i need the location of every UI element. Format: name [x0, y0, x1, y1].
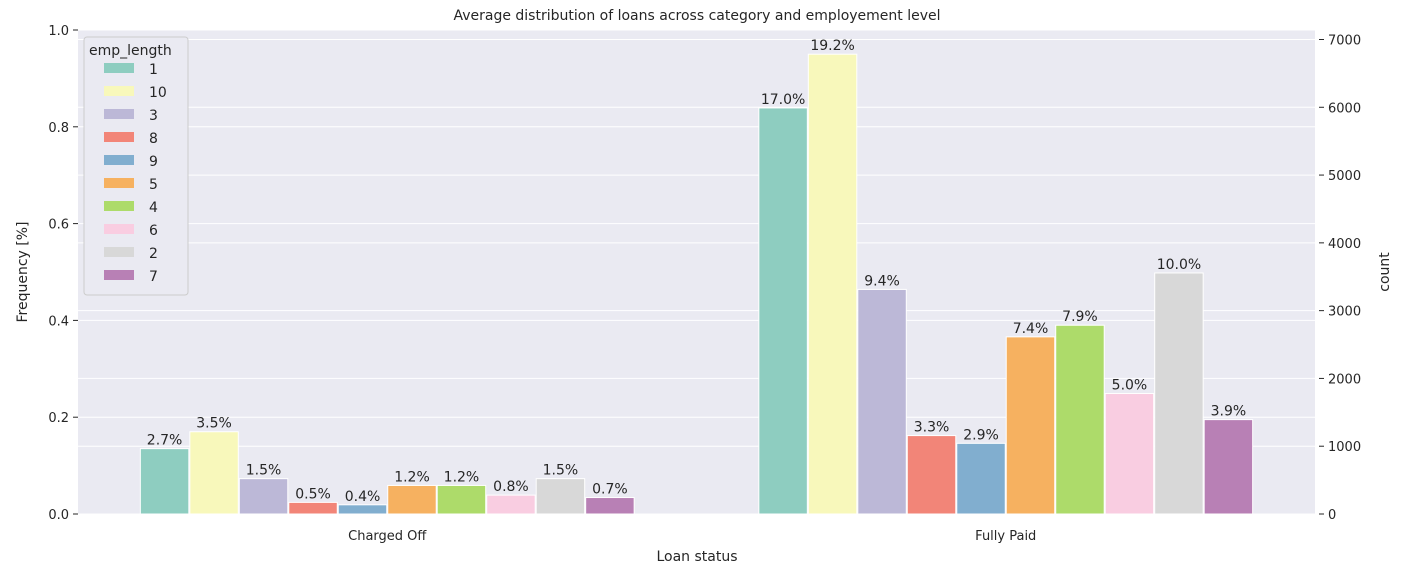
- legend: emp_length 1 10 3 8 9 5 4 6 2 7: [83, 36, 189, 296]
- y-tick-label: 0.2: [48, 411, 69, 426]
- legend-label: 6: [149, 223, 158, 239]
- y-tick-label: 0.8: [48, 121, 69, 136]
- legend-title: emp_length: [89, 43, 172, 59]
- legend-swatch: [104, 247, 134, 257]
- legend-swatch: [104, 270, 134, 280]
- bar-charged-off-emp-5: [387, 484, 437, 515]
- y-right-tick-label: 5000: [1328, 169, 1361, 184]
- axes: 0.0 0.2 0.4 0.6 0.8 1.0 0 1000 2000 3000 4000 5000 6…: [48, 24, 1361, 544]
- y-tick-label: 0.4: [48, 314, 69, 329]
- bar-value-label: 10.0%: [1157, 257, 1201, 273]
- bar-fully-paid-emp-10: [807, 53, 858, 515]
- x-tick-label: Fully Paid: [975, 529, 1036, 544]
- legend-box: [83, 36, 189, 296]
- bar-value-label: 7.4%: [1013, 321, 1049, 337]
- legend-label: 3: [149, 108, 158, 124]
- bar-value-label: 7.9%: [1062, 309, 1098, 325]
- y-right-tick-label: 0: [1328, 508, 1336, 523]
- legend-label: 9: [149, 154, 158, 170]
- legend-swatch: [104, 155, 134, 165]
- bar-value-label: 19.2%: [810, 38, 854, 54]
- bar-charged-off-emp-3: [238, 478, 289, 515]
- bars: [139, 53, 1254, 515]
- bar-value-label: 9.4%: [864, 273, 900, 289]
- bar-fully-paid-emp-8: [906, 435, 957, 515]
- bar-charged-off-emp-10: [189, 431, 239, 515]
- bar-value-label: 3.9%: [1211, 404, 1247, 420]
- legend-swatch: [104, 86, 134, 96]
- bar-charged-off-emp-4: [436, 484, 487, 515]
- bar-charged-off-emp-1: [139, 448, 190, 515]
- y-tick-label: 1.0: [48, 24, 69, 39]
- legend-swatch: [104, 224, 134, 234]
- grid-lines: [78, 29, 1315, 515]
- bar-fully-paid-emp-6: [1104, 392, 1155, 515]
- bar-value-label: 17.0%: [761, 92, 805, 108]
- data-labels: 2.7% 3.5% 1.5% 0.5% 0.4% 1.2% 1.2% 0.8% 1.5% 0.7%…: [147, 38, 1246, 505]
- bar-fully-paid-emp-5: [1005, 336, 1056, 515]
- y-axis-right-label: count: [1377, 252, 1393, 292]
- bar-value-label: 3.3%: [914, 420, 950, 436]
- legend-swatch: [104, 178, 134, 188]
- y-axis-label: Frequency [%]: [15, 221, 31, 322]
- legend-label: 7: [149, 269, 158, 285]
- y-right-tick-label: 2000: [1328, 372, 1361, 387]
- bar-charged-off-emp-2: [535, 478, 586, 515]
- y-right-tick-label: 1000: [1328, 440, 1361, 455]
- bar-charged-off-emp-8: [288, 501, 338, 515]
- bar-fully-paid-emp-1: [758, 107, 808, 515]
- bar-fully-paid-emp-3: [857, 288, 907, 515]
- legend-swatch: [104, 63, 134, 73]
- x-axis-label: Loan status: [656, 549, 737, 565]
- chart-title: Average distribution of loans across cat…: [453, 8, 940, 24]
- bar-value-label: 5.0%: [1112, 377, 1148, 393]
- bar-value-label: 0.8%: [493, 479, 529, 495]
- y-right-tick-label: 6000: [1328, 101, 1361, 116]
- bar-fully-paid-emp-7: [1203, 419, 1254, 515]
- bar-value-label: 0.4%: [345, 489, 381, 505]
- bar-charged-off-emp-9: [337, 504, 388, 515]
- bar-value-label: 1.5%: [543, 463, 579, 479]
- y-tick-label: 0.0: [48, 508, 69, 523]
- legend-label: 4: [149, 200, 158, 216]
- bar-value-label: 0.5%: [295, 486, 331, 502]
- bar-value-label: 1.5%: [246, 463, 282, 479]
- bar-value-label: 1.2%: [444, 469, 480, 485]
- y-right-tick-label: 4000: [1328, 237, 1361, 252]
- bar-value-label: 0.7%: [592, 482, 628, 498]
- bar-value-label: 2.7%: [147, 433, 183, 449]
- bar-fully-paid-emp-2: [1154, 272, 1204, 515]
- legend-swatch: [104, 132, 134, 142]
- legend-swatch: [104, 201, 134, 211]
- legend-label: 10: [149, 85, 167, 101]
- bar-charged-off-emp-7: [585, 497, 635, 515]
- legend-label: 8: [149, 131, 158, 147]
- bar-value-label: 3.5%: [196, 416, 232, 432]
- bar-value-label: 1.2%: [394, 469, 430, 485]
- bar-charged-off-emp-6: [486, 494, 536, 515]
- bar-value-label: 2.9%: [963, 427, 999, 443]
- bar-fully-paid-emp-4: [1055, 324, 1105, 515]
- y-right-tick-label: 7000: [1328, 33, 1361, 48]
- legend-label: 1: [149, 62, 158, 78]
- legend-label: 5: [149, 177, 158, 193]
- bar-fully-paid-emp-9: [956, 442, 1006, 515]
- x-tick-label: Charged Off: [348, 529, 427, 544]
- legend-label: 2: [149, 246, 158, 262]
- y-right-tick-label: 3000: [1328, 305, 1361, 320]
- legend-swatch: [104, 109, 134, 119]
- y-tick-label: 0.6: [48, 218, 69, 233]
